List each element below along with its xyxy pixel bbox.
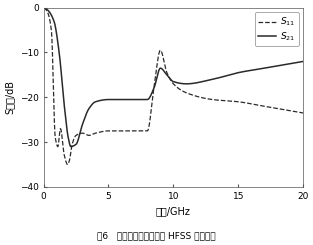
$S_{21}$ (87, 107, 91, 110)
$S_{21}$ (141, 98, 145, 101)
$S_{11}$ (66, 163, 69, 166)
$S_{21}$ (268, 66, 272, 69)
$S_{11}$ (42, 6, 46, 9)
$S_{11}$ (141, 129, 145, 132)
$S_{11}$ (301, 111, 305, 114)
$S_{11}$ (153, 83, 156, 86)
$S_{21}$ (42, 6, 46, 9)
$S_{21}$ (71, 145, 75, 147)
Line: $S_{21}$: $S_{21}$ (44, 8, 303, 147)
$S_{11}$ (268, 106, 272, 109)
$S_{11}$ (71, 139, 75, 142)
$S_{21}$ (153, 85, 156, 88)
Legend: $S_{11}$, $S_{21}$: $S_{11}$, $S_{21}$ (254, 12, 299, 46)
$S_{21}$ (301, 60, 305, 63)
$S_{21}$ (69, 145, 73, 148)
Line: $S_{11}$: $S_{11}$ (44, 8, 303, 164)
Text: 图6   无反射低通滤波器的 HFSS 仿真结果: 图6 无反射低通滤波器的 HFSS 仿真结果 (97, 231, 216, 240)
$S_{21}$ (296, 61, 300, 64)
X-axis label: 频率/GHz: 频率/GHz (156, 206, 191, 216)
$S_{11}$ (87, 134, 91, 137)
Y-axis label: S参数/dB: S参数/dB (4, 80, 14, 114)
$S_{11}$ (296, 111, 300, 114)
